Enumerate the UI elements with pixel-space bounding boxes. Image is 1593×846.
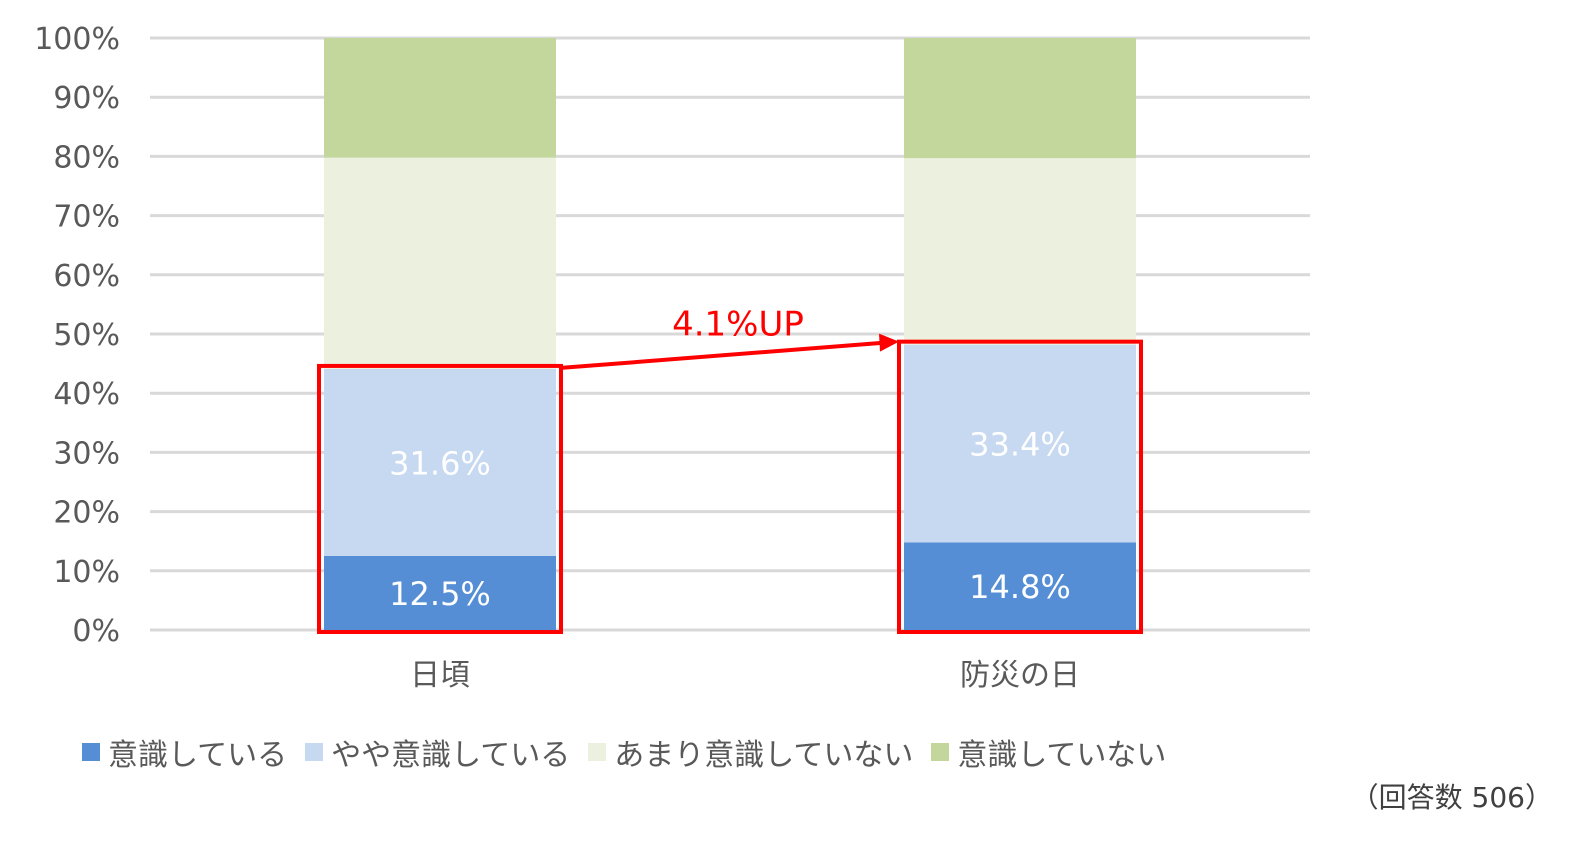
annotation-overlay: 4.1%UP [317, 305, 1143, 634]
up-arrow-line [560, 340, 886, 370]
y-tick-label: 100% [34, 22, 120, 57]
increase-annotation: 4.1%UP [672, 305, 804, 345]
bar-segment [324, 368, 556, 556]
y-tick-label: 20% [53, 496, 120, 531]
legend: 意識している やや意識している あまり意識していない 意識していない [82, 730, 1184, 774]
bar-segment [904, 158, 1136, 345]
data-label: 14.8% [969, 568, 1071, 606]
legend-item: 意識している [82, 730, 287, 774]
legend-swatch [588, 743, 607, 761]
legend-swatch [305, 743, 324, 761]
legend-swatch [931, 743, 950, 761]
legend-label: 意識していない [957, 738, 1167, 773]
bar-segment [324, 556, 556, 630]
legend-label: 意識している [108, 738, 288, 773]
legend-label: あまり意識していない [614, 738, 914, 773]
data-label: 33.4% [969, 426, 1071, 464]
bar-segment [904, 542, 1136, 630]
arrow-head-icon [879, 333, 899, 352]
y-axis-tick-labels: 0% 10% 20% 30% 40% 50% 60% 70% 80% 90% 100% [34, 22, 120, 649]
y-tick-label: 50% [53, 318, 120, 353]
x-tick-label: 防災の日 [960, 658, 1080, 693]
y-tick-label: 10% [53, 555, 120, 590]
bar-segment [904, 38, 1136, 159]
bar-segment [324, 157, 556, 369]
y-tick-label: 90% [53, 81, 120, 116]
legend-swatch [82, 743, 100, 761]
y-tick-label: 30% [53, 436, 120, 471]
legend-label: やや意識している [331, 738, 571, 773]
legend-item: 意識していない [931, 730, 1166, 774]
legend-item: あまり意識していない [588, 730, 913, 774]
data-label: 31.6% [389, 444, 491, 482]
bars: 12.5% 31.6% 14.8% 33.4% [324, 38, 1136, 630]
legend-item: やや意識している [305, 730, 570, 774]
y-tick-label: 40% [53, 377, 120, 412]
y-tick-label: 0% [72, 614, 120, 649]
stacked-bar-chart: 0% 10% 20% 30% 40% 50% 60% 70% 80% 90% 100% 12.5% 3… [34, 22, 1310, 693]
y-tick-label: 60% [53, 259, 120, 294]
bar-segment [324, 38, 556, 158]
highlight-box [897, 339, 1143, 634]
highlight-box [317, 363, 563, 634]
bar-segment [904, 344, 1136, 543]
response-count-note: （回答数 506） [1350, 781, 1553, 814]
y-tick-label: 70% [53, 200, 120, 235]
data-label: 12.5% [389, 575, 491, 613]
y-tick-label: 80% [53, 140, 120, 175]
x-axis-tick-labels: 日頃 防災の日 [410, 658, 1080, 693]
x-tick-label: 日頃 [410, 658, 470, 693]
